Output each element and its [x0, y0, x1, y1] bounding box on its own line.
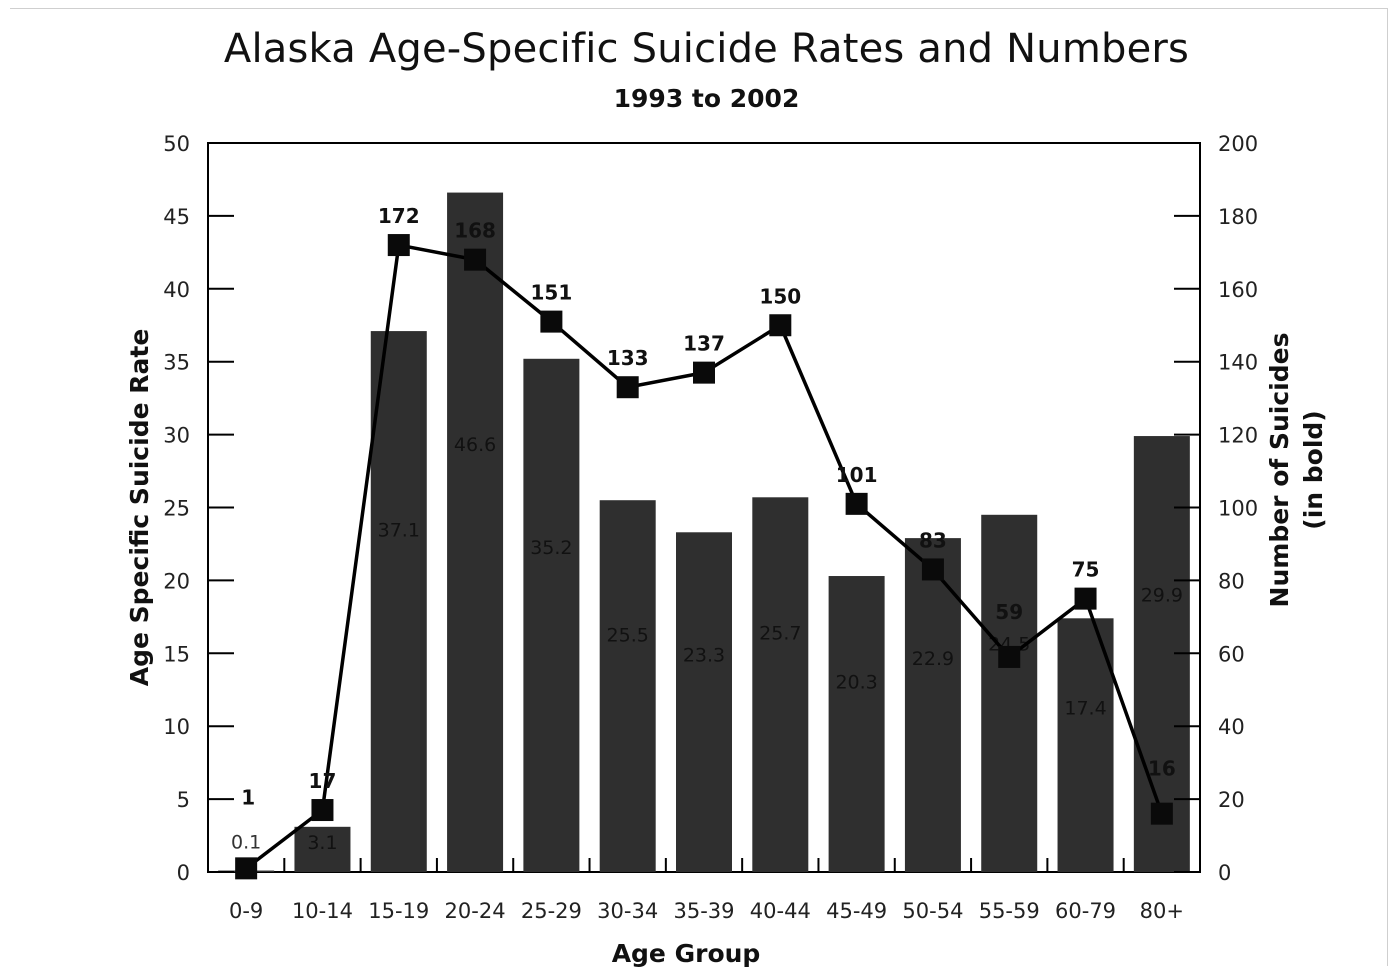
chart-subtitle: 1993 to 2002	[613, 84, 800, 113]
line-value-label: 151	[531, 281, 573, 305]
right-tick-label: 80	[1218, 569, 1245, 593]
x-tick-label: 10-14	[292, 899, 353, 923]
bar-value-label: 37.1	[378, 520, 420, 542]
y-axis-title: Age Specific Suicide Rate	[125, 329, 154, 687]
x-tick-label: 50-54	[902, 899, 963, 923]
left-tick-label: 35	[163, 351, 190, 375]
bar	[828, 576, 885, 872]
bar-value-label: 25.7	[759, 623, 801, 645]
right-tick-label: 0	[1218, 861, 1231, 885]
line-marker	[387, 234, 410, 257]
x-tick-label: 55-59	[979, 899, 1040, 923]
right-tick-label: 160	[1218, 278, 1258, 302]
line-value-label: 172	[378, 204, 420, 228]
line-value-label: 83	[919, 528, 947, 552]
y2-axis-subtitle: (in bold)	[1299, 410, 1328, 529]
left-tick-label: 25	[163, 497, 190, 521]
line-value-label: 168	[454, 219, 496, 243]
chart-frame	[10, 8, 1388, 966]
right-tick-label: 100	[1218, 497, 1258, 521]
line-marker	[235, 857, 258, 880]
bar	[1057, 618, 1114, 872]
bar	[447, 192, 504, 872]
bar-value-label: 46.6	[454, 434, 496, 456]
bar	[981, 514, 1038, 872]
right-tick-label: 40	[1218, 715, 1245, 739]
bar-value-label: 0.1	[231, 832, 261, 854]
line-value-label: 17	[309, 769, 337, 793]
bar	[294, 826, 351, 872]
x-tick-label: 20-24	[445, 899, 506, 923]
line-marker	[693, 361, 715, 384]
bar	[904, 538, 961, 872]
bar	[676, 532, 732, 872]
x-tick-label: 0-9	[229, 899, 263, 923]
left-tick-label: 15	[163, 642, 190, 666]
line-marker	[1150, 802, 1173, 825]
line-marker	[540, 310, 563, 333]
bar-value-label: 29.9	[1141, 585, 1183, 607]
line-marker	[998, 645, 1021, 668]
x-tick-label: 25-29	[521, 899, 582, 923]
bar	[752, 497, 809, 872]
left-tick-label: 10	[163, 715, 190, 739]
chart-title: Alaska Age-Specific Suicide Rates and Nu…	[223, 26, 1190, 72]
right-tick-label: 120	[1218, 424, 1258, 448]
line-marker	[845, 492, 868, 515]
left-tick-label: 5	[177, 788, 190, 812]
right-tick-label: 180	[1218, 205, 1258, 229]
line-value-label: 101	[836, 463, 878, 487]
line-value-label: 137	[683, 332, 725, 356]
left-tick-label: 20	[163, 569, 190, 593]
x-tick-label: 30-34	[597, 899, 658, 923]
bar	[523, 358, 580, 872]
line-marker	[1074, 587, 1097, 610]
line-value-label: 59	[995, 600, 1023, 624]
line-value-label: 16	[1148, 757, 1176, 781]
x-axis-title: Age Group	[612, 939, 761, 968]
bar-value-label: 35.2	[530, 537, 572, 559]
line-value-label: 150	[759, 284, 801, 308]
x-tick-label: 35-39	[673, 899, 734, 923]
y2-axis-title: Number of Suicides	[1265, 333, 1294, 608]
bar-value-label: 23.3	[683, 644, 725, 666]
x-tick-label: 45-49	[826, 899, 887, 923]
bar	[599, 500, 656, 872]
x-tick-label: 40-44	[750, 899, 811, 923]
bar-value-label: 3.1	[307, 832, 337, 854]
line-marker	[311, 799, 334, 822]
line-value-label: 1	[241, 785, 255, 809]
x-tick-label: 60-79	[1055, 899, 1116, 923]
line-marker	[464, 248, 487, 271]
x-tick-label: 15-19	[368, 899, 429, 923]
right-tick-label: 200	[1218, 132, 1258, 156]
left-tick-label: 50	[163, 132, 190, 156]
right-tick-label: 20	[1218, 788, 1245, 812]
left-tick-label: 30	[163, 424, 190, 448]
line-marker	[616, 376, 639, 399]
bar	[370, 331, 427, 872]
bar-value-label: 17.4	[1064, 698, 1106, 720]
right-tick-label: 60	[1218, 642, 1245, 666]
bar-value-label: 25.5	[607, 624, 649, 646]
line-marker	[921, 558, 944, 581]
left-tick-label: 0	[177, 861, 190, 885]
left-tick-label: 40	[163, 278, 190, 302]
line-value-label: 75	[1072, 558, 1100, 582]
line-marker	[769, 314, 792, 337]
left-tick-label: 45	[163, 205, 190, 229]
line-value-label: 133	[607, 346, 649, 370]
right-tick-label: 140	[1218, 351, 1258, 375]
x-tick-label: 80+	[1140, 899, 1184, 923]
bar-value-label: 20.3	[835, 671, 877, 693]
bar-value-label: 22.9	[912, 648, 954, 670]
